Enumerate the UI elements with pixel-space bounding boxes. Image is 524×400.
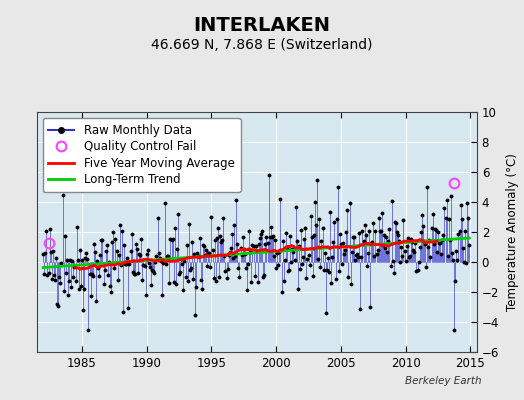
Legend: Raw Monthly Data, Quality Control Fail, Five Year Moving Average, Long-Term Tren: Raw Monthly Data, Quality Control Fail, … (42, 118, 241, 192)
Text: 46.669 N, 7.868 E (Switzerland): 46.669 N, 7.868 E (Switzerland) (151, 38, 373, 52)
Text: INTERLAKEN: INTERLAKEN (193, 16, 331, 35)
Text: Berkeley Earth: Berkeley Earth (406, 376, 482, 386)
Y-axis label: Temperature Anomaly (°C): Temperature Anomaly (°C) (506, 153, 519, 311)
